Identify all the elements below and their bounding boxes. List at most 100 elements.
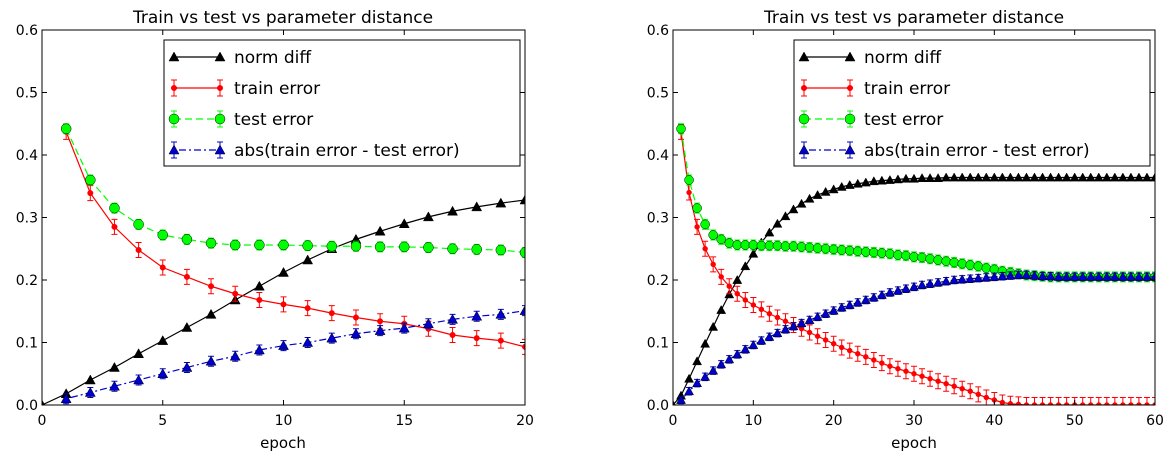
data-point [893,174,903,184]
data-point [957,172,968,182]
data-point [780,211,791,221]
legend-marker [168,144,180,155]
data-point [85,174,96,186]
legend-marker [798,51,810,62]
data-point [716,234,726,245]
legend-label: train error [234,79,320,99]
data-point [519,305,525,315]
x-tick-label: 10 [275,413,293,429]
data-point [901,283,911,293]
data-point [278,340,289,350]
data-point [724,354,735,364]
data-point [724,238,734,248]
x-tick-label: 0 [669,413,678,429]
data-point [374,225,386,236]
data-point [782,318,789,324]
data-point [764,240,775,251]
chart-title: Train vs test vs parameter distance [763,8,1064,28]
data-point [328,310,335,317]
data-point [1037,271,1048,281]
data-point [1053,271,1064,281]
data-point [326,332,338,343]
data-point [684,175,694,185]
data-point [973,273,984,282]
y-tick-label: 0.4 [647,148,669,164]
data-point [157,335,169,345]
y-tick-label: 0.3 [16,211,38,227]
data-point [919,373,925,379]
data-point [232,290,239,297]
data-point [495,244,507,256]
y-tick-label: 0.6 [647,23,669,39]
data-point [109,361,120,372]
data-point [1061,172,1072,182]
data-point [973,172,984,182]
data-point [133,219,144,230]
data-point [965,172,976,182]
x-tick-label: 40 [985,413,1003,429]
data-point [788,321,799,331]
data-point [702,246,708,252]
data-point [692,203,702,213]
data-point [708,230,718,240]
data-point [1029,270,1040,280]
data-point [350,241,362,252]
legend-item: norm diff [168,48,312,68]
data-point [911,371,917,377]
data-point [756,240,767,251]
data-point [812,189,823,199]
data-point [853,246,863,256]
data-point [495,308,507,319]
data-point [732,274,743,284]
data-point [181,321,193,332]
data-point [700,371,711,381]
series-line [65,310,525,400]
data-point [1093,271,1104,281]
series-test-error [60,123,525,258]
y-tick-label: 0.1 [647,336,669,352]
data-point [748,240,759,250]
x-tick-label: 20 [825,413,843,429]
data-point [1021,172,1032,182]
data-point [447,205,458,216]
data-point [676,394,686,404]
data-point [352,314,359,321]
data-point [973,261,984,271]
data-point [975,391,981,398]
data-point [1085,271,1096,281]
data-point [887,363,893,369]
data-point [814,333,821,339]
data-point [718,274,724,280]
data-point [748,339,759,349]
data-point [863,354,869,360]
data-point [60,393,72,403]
legend-label: abs(train error - test error) [864,141,1090,161]
data-point [1117,271,1128,281]
data-point [997,271,1008,281]
data-point [181,234,193,245]
x-tick-label: 30 [905,413,923,429]
data-point [302,254,314,265]
legend-marker [214,51,226,62]
data-point [860,294,871,304]
data-point [917,173,927,182]
data-point [205,237,217,249]
data-point [965,273,976,283]
data-point [748,248,759,258]
data-point [1045,172,1056,182]
data-point [676,124,686,134]
data-point [374,325,386,335]
legend-marker [168,51,180,62]
chart-right: Train vs test vs parameter distance 0 10 2… [647,8,1164,452]
data-point [917,252,927,263]
data-point [828,305,839,315]
data-point [278,239,289,251]
data-point [951,383,957,389]
legend-marker [798,144,810,155]
series-line [680,274,1155,401]
data-point [1029,172,1040,182]
data-point [820,308,831,318]
x-tick-label: 20 [516,413,534,429]
data-point [943,381,949,387]
data-point [447,243,458,254]
